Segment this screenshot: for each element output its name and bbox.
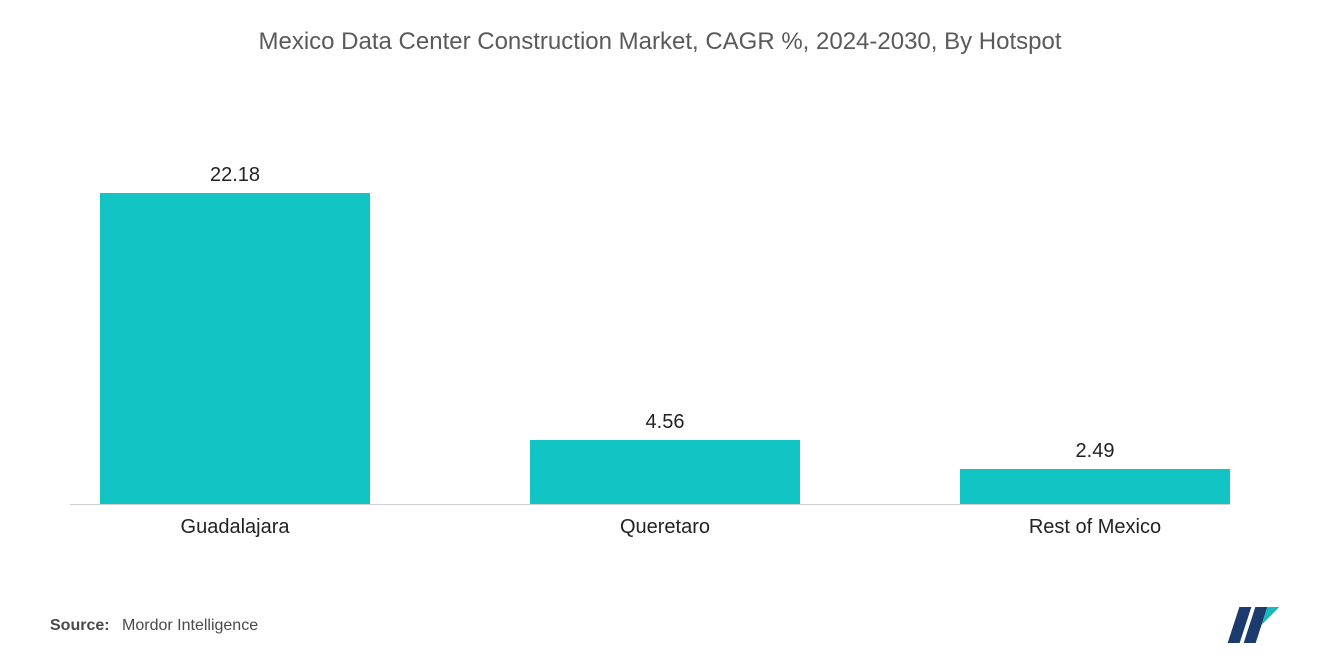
bar-label: Guadalajara (100, 504, 370, 539)
bar (530, 440, 800, 504)
bar (960, 469, 1230, 504)
bar-value: 2.49 (960, 440, 1230, 463)
source-line: Source: Mordor Intelligence (50, 617, 258, 635)
bar-label: Rest of Mexico (960, 504, 1230, 539)
chart-title: Mexico Data Center Construction Market, … (0, 28, 1320, 56)
bar-value: 22.18 (100, 164, 370, 187)
brand-logo (1222, 605, 1282, 645)
bar (100, 193, 370, 504)
chart-container: Mexico Data Center Construction Market, … (0, 0, 1320, 665)
plot-area: 22.18Guadalajara 4.56Queretaro 2.49Rest of… (70, 85, 1230, 505)
bar-slot: 4.56Queretaro (530, 84, 800, 504)
bar-value: 4.56 (530, 411, 800, 434)
source-value: Mordor Intelligence (122, 617, 258, 634)
bar-label: Queretaro (530, 504, 800, 539)
bar-slot: 2.49Rest of Mexico (960, 84, 1230, 504)
source-label: Source: (50, 617, 110, 634)
bar-slot: 22.18Guadalajara (100, 84, 370, 504)
